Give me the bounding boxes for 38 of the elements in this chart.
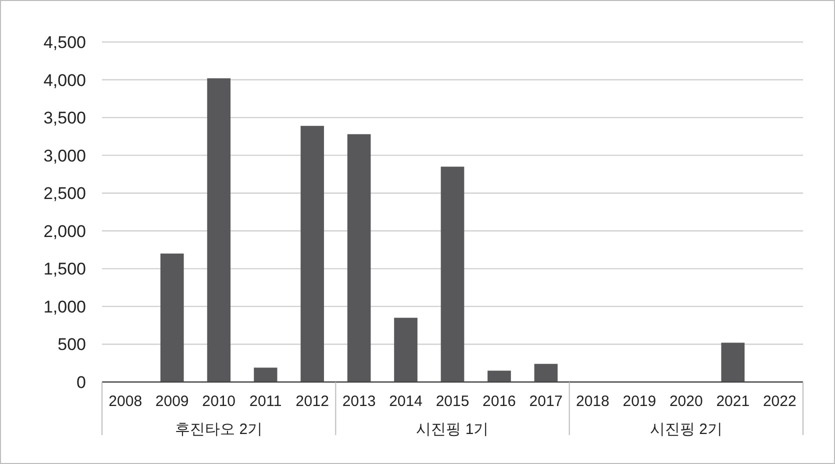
bar [254, 368, 278, 382]
bar [440, 166, 464, 382]
bar [534, 364, 558, 382]
y-tick-label: 2,000 [43, 222, 86, 241]
x-tick-label: 2022 [762, 393, 796, 410]
x-tick-label: 2011 [249, 393, 282, 410]
y-tick-label: 3,500 [43, 108, 86, 128]
y-tick-label: 3,000 [43, 146, 86, 166]
text: 시진핑 1기 [416, 421, 489, 438]
y-tick-label: 1,500 [43, 260, 86, 279]
y-tick-label: 4,500 [43, 33, 86, 52]
bar [488, 370, 511, 382]
x-tick-label: 2018 [576, 393, 610, 410]
bar [347, 134, 371, 382]
x-tick-label: 2016 [482, 393, 516, 410]
x-tick-label: 2015 [436, 393, 470, 410]
bar [394, 318, 418, 382]
y-tick-label: 500 [58, 335, 86, 354]
x-tick-label: 2008 [108, 393, 142, 410]
y-tick-label: 2,500 [43, 184, 86, 204]
x-tick-label: 2019 [622, 393, 656, 410]
y-tick-label: 0 [76, 373, 86, 392]
x-tick-label: 2010 [202, 393, 236, 410]
x-tick-label: 2017 [529, 393, 563, 410]
text: 시진핑 2기 [650, 421, 722, 438]
text: 후진타오 2기 [175, 421, 263, 438]
y-tick-label: 1,000 [43, 297, 86, 316]
bar [160, 254, 184, 382]
bar [207, 78, 231, 382]
bar [721, 342, 745, 382]
x-tick-label: 2021 [716, 393, 750, 410]
x-tick-label: 2009 [155, 393, 189, 410]
x-tick-label: 2020 [669, 393, 703, 410]
y-tick-label: 4,000 [43, 70, 86, 90]
bar [300, 126, 324, 382]
x-tick-label: 2012 [296, 393, 329, 410]
x-tick-label: 2013 [342, 393, 376, 410]
x-tick-label: 2014 [389, 393, 422, 410]
